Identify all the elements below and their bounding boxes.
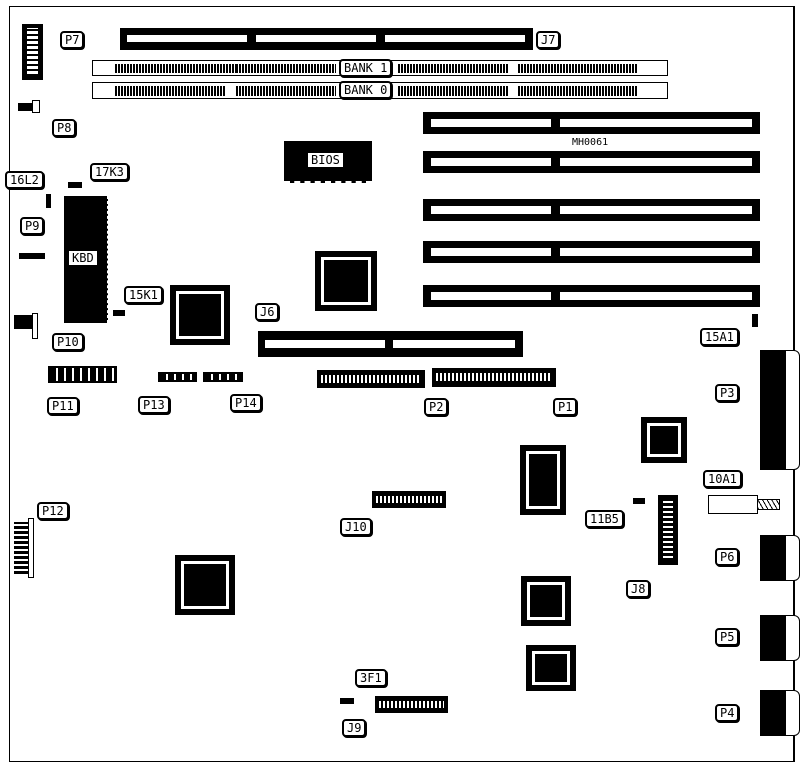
label-10a1: 10A1 xyxy=(703,470,742,488)
label-15k1: 15K1 xyxy=(124,286,163,304)
chip-6 xyxy=(521,576,571,626)
jumper-15k1 xyxy=(113,310,125,316)
chip-1 xyxy=(170,285,230,345)
label-11b5: 11B5 xyxy=(585,510,624,528)
label-p13: P13 xyxy=(138,396,170,414)
j7-slot xyxy=(120,28,533,50)
p6-connector xyxy=(760,535,786,581)
bios-label: BIOS xyxy=(308,153,343,167)
label-p8: P8 xyxy=(52,119,77,137)
isa-slot-2 xyxy=(423,151,760,173)
jumper-16l2 xyxy=(46,194,51,208)
bios-chip: BIOS xyxy=(284,141,372,183)
label-j7: J7 xyxy=(536,31,561,49)
j6-slot xyxy=(258,331,523,357)
label-p4: P4 xyxy=(715,704,740,722)
p14-connector xyxy=(203,372,243,382)
label-15a1: 15A1 xyxy=(700,328,739,346)
j9-connector xyxy=(375,696,448,713)
jumper-11b5 xyxy=(633,498,645,504)
kbd-label: KBD xyxy=(69,251,97,265)
jumper-3f1 xyxy=(340,698,354,704)
p4-connector xyxy=(760,690,786,736)
jumper-p9 xyxy=(19,253,45,259)
label-17k3: 17K3 xyxy=(90,163,129,181)
label-p12: P12 xyxy=(37,502,69,520)
label-p14: P14 xyxy=(230,394,262,412)
label-p2: P2 xyxy=(424,398,449,416)
label-p9: P9 xyxy=(20,217,45,235)
label-j6: J6 xyxy=(255,303,280,321)
label-j8: J8 xyxy=(626,580,651,598)
p13-connector xyxy=(158,372,197,382)
label-p10: P10 xyxy=(52,333,84,351)
battery-10a1 xyxy=(708,495,758,514)
chip-4 xyxy=(520,445,566,515)
p10-connector xyxy=(14,315,32,329)
isa-slot-5 xyxy=(423,285,760,307)
label-3f1: 3F1 xyxy=(355,669,387,687)
label-16l2: 16L2 xyxy=(5,171,44,189)
chip-7 xyxy=(526,645,576,691)
label-p11: P11 xyxy=(47,397,79,415)
jumper-17k3 xyxy=(68,182,82,188)
chip-2 xyxy=(315,251,377,311)
p11-connector xyxy=(48,366,117,383)
p5-connector xyxy=(760,615,786,661)
isa-slot-3 xyxy=(423,199,760,221)
p2-connector xyxy=(317,370,425,388)
p1-connector xyxy=(432,368,556,387)
label-p3: P3 xyxy=(715,384,740,402)
label-p7: P7 xyxy=(60,31,85,49)
board-id-text: MH0061 xyxy=(572,137,609,148)
label-bank0: BANK 0 xyxy=(339,81,393,99)
label-j9: J9 xyxy=(342,719,367,737)
p7-connector xyxy=(22,24,43,80)
chip-3 xyxy=(641,417,687,463)
j10-connector xyxy=(372,491,446,508)
label-p6: P6 xyxy=(715,548,740,566)
label-p1: P1 xyxy=(553,398,578,416)
label-bank1: BANK 1 xyxy=(339,59,393,77)
p8-connector xyxy=(18,103,32,111)
isa-slot-4 xyxy=(423,241,760,263)
jumper-15a1 xyxy=(752,314,758,327)
chip-5 xyxy=(175,555,235,615)
p3-connector xyxy=(760,350,786,470)
p12-connector xyxy=(14,522,28,574)
isa-slot-1 xyxy=(423,112,760,134)
label-j10: J10 xyxy=(340,518,372,536)
label-p5: P5 xyxy=(715,628,740,646)
kbd-chip: KBD xyxy=(64,196,108,323)
j8-connector xyxy=(658,495,678,565)
